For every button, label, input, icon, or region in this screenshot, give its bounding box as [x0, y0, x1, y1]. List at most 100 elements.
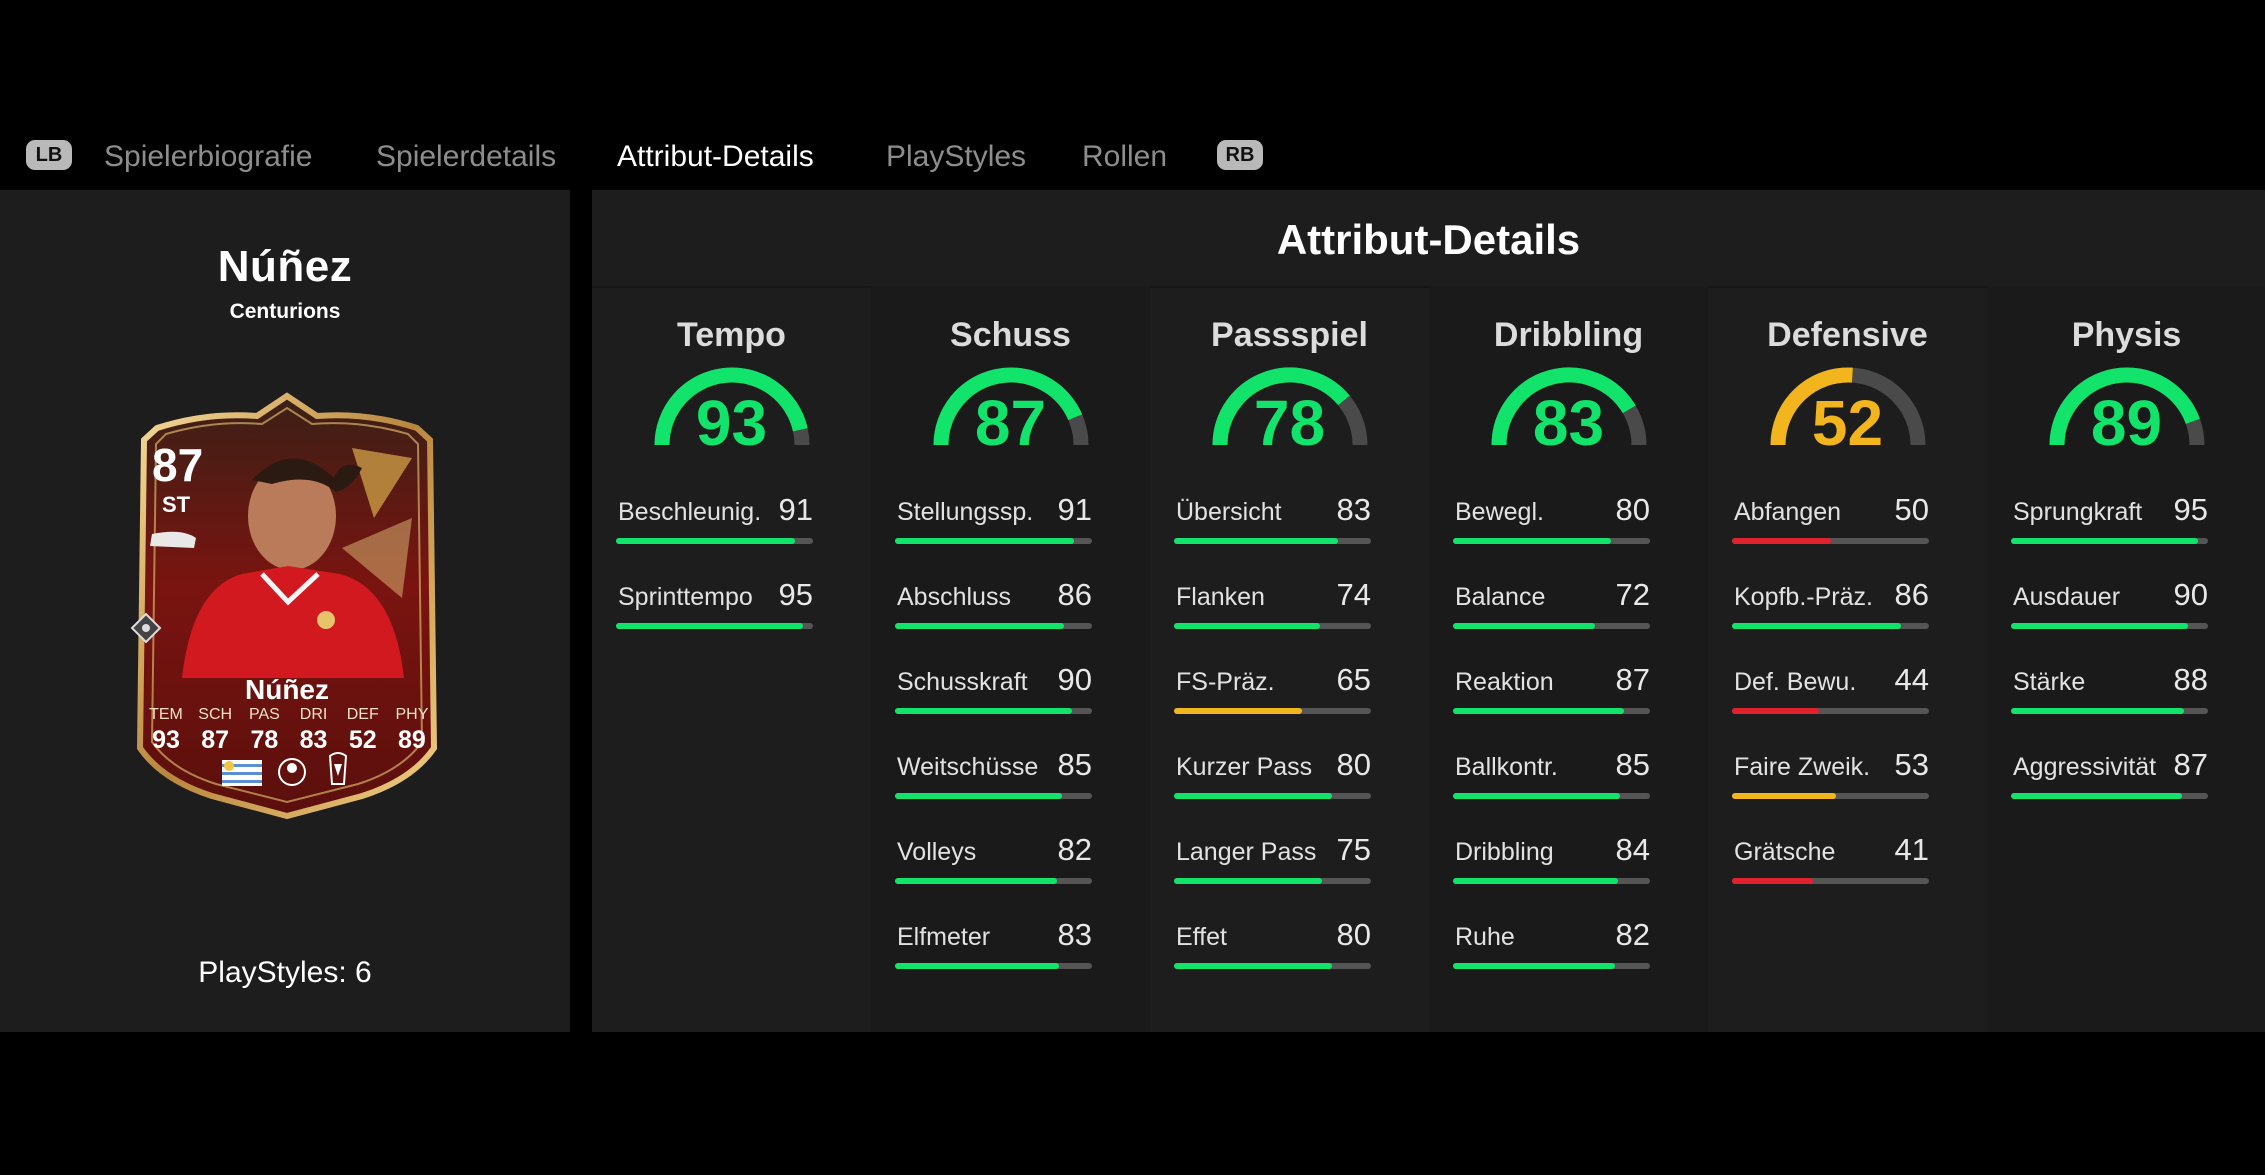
tab-attribut-details[interactable]: Attribut-Details	[617, 140, 814, 173]
attribute-row[interactable]: Übersicht 83	[1174, 492, 1371, 556]
attribute-row[interactable]: Dribbling 84	[1453, 832, 1650, 896]
attribute-bar-track	[1453, 963, 1650, 969]
attribute-row[interactable]: Ballkontr. 85	[1453, 747, 1650, 811]
attribute-column-3: Dribbling 83 Bewegl. 80 Balance 72 Reaktion 87 B…	[1429, 286, 1708, 1032]
category-gauge	[1212, 367, 1368, 446]
gauge-fill	[1491, 367, 1636, 446]
attribute-value: 80	[1615, 492, 1650, 527]
attribute-name: Volleys	[897, 838, 977, 866]
attribute-name: Übersicht	[1176, 498, 1282, 526]
attribute-bar-track	[1174, 708, 1371, 714]
uruguay-flag-icon	[222, 760, 262, 786]
attribute-row[interactable]: FS-Präz. 65	[1174, 662, 1371, 726]
attribute-row[interactable]: Ausdauer 90	[2011, 577, 2208, 641]
attribute-row[interactable]: Schusskraft 90	[895, 662, 1092, 726]
attribute-bar-fill	[2011, 538, 2199, 544]
attribute-bar-track	[1732, 538, 1929, 544]
tab-playstyles[interactable]: PlayStyles	[886, 140, 1027, 173]
attribute-name: FS-Präz.	[1176, 668, 1275, 696]
attribute-name: Def. Bewu.	[1734, 668, 1857, 696]
attribute-value: 87	[1615, 662, 1650, 697]
attribute-row[interactable]: Reaktion 87	[1453, 662, 1650, 726]
attribute-bar-track	[1174, 878, 1371, 884]
attribute-name: Schusskraft	[897, 668, 1028, 696]
card-stat: TEM 93	[149, 706, 183, 754]
card-stats: TEM 93 SCH 87 PAS 78 DRI 83 DEF 52 PHY 89	[144, 706, 434, 755]
attribute-value: 41	[1894, 832, 1929, 867]
attribute-row[interactable]: Sprinttempo 95	[616, 577, 813, 641]
attribute-row[interactable]: Sprungkraft 95	[2011, 492, 2208, 556]
attribute-bar-fill	[1453, 623, 1595, 629]
attribute-row[interactable]: Faire Zweik. 53	[1732, 747, 1929, 811]
attribute-row[interactable]: Abschluss 86	[895, 577, 1092, 641]
tab-rollen[interactable]: Rollen	[1082, 140, 1168, 173]
attribute-bar-fill	[895, 963, 1059, 969]
attribute-value: 87	[2173, 747, 2208, 782]
attribute-value: 95	[778, 577, 813, 612]
attribute-row[interactable]: Beschleunig. 91	[616, 492, 813, 556]
attribute-row[interactable]: Elfmeter 83	[895, 917, 1092, 981]
attribute-bar-track	[895, 878, 1092, 884]
card-name: Núñez	[245, 674, 329, 705]
attribute-bar-track	[1453, 708, 1650, 714]
card-stat: SCH 87	[198, 706, 233, 754]
attribute-value: 72	[1615, 577, 1650, 612]
attribute-row[interactable]: Stärke 88	[2011, 662, 2208, 726]
attribute-bar-track	[616, 623, 813, 629]
player-name: Núñez	[217, 242, 353, 291]
attribute-name: Abschluss	[897, 583, 1011, 611]
attribute-row[interactable]: Balance 72	[1453, 577, 1650, 641]
attribute-bar-fill	[2011, 623, 2189, 629]
attribute-bar-track	[2011, 793, 2208, 799]
attribute-row[interactable]: Aggressivität 87	[2011, 747, 2208, 811]
category-title: Tempo	[677, 316, 786, 354]
attribute-row[interactable]: Effet 80	[1174, 917, 1371, 981]
attribute-value: 83	[1336, 492, 1371, 527]
attribute-row[interactable]: Langer Pass 75	[1174, 832, 1371, 896]
attribute-row[interactable]: Def. Bewu. 44	[1732, 662, 1929, 726]
attribute-row[interactable]: Flanken 74	[1174, 577, 1371, 641]
attribute-bar-track	[1174, 963, 1371, 969]
attribute-bar-track	[2011, 538, 2208, 544]
attribute-row[interactable]: Kopfb.-Präz. 86	[1732, 577, 1929, 641]
attribute-value: 91	[1057, 492, 1092, 527]
card-position: ST	[162, 492, 191, 517]
attribute-row[interactable]: Weitschüsse 85	[895, 747, 1092, 811]
left-bumper-lb-icon[interactable]: LB	[26, 140, 72, 170]
attribute-row[interactable]: Ruhe 82	[1453, 917, 1650, 981]
attribute-value: 85	[1615, 747, 1650, 782]
attribute-row[interactable]: Kurzer Pass 80	[1174, 747, 1371, 811]
tab-spielerdetails[interactable]: Spielerdetails	[376, 140, 557, 173]
attribute-bar-track	[616, 538, 813, 544]
category-value: 52	[1811, 387, 1884, 459]
tab-spielerbiografie[interactable]: Spielerbiografie	[104, 140, 313, 173]
attribute-bar-fill	[1453, 963, 1615, 969]
attribute-row[interactable]: Grätsche 41	[1732, 832, 1929, 896]
gauge-fill	[2049, 367, 2200, 446]
attribute-row[interactable]: Volleys 82	[895, 832, 1092, 896]
attribute-name: Flanken	[1176, 583, 1265, 611]
attribute-bar-fill	[2011, 793, 2183, 799]
gauge-fill	[933, 367, 1083, 446]
attribute-bar-fill	[1732, 793, 1837, 799]
player-card[interactable]: 87 ST Núñez TEM 93 SCH 87 PAS 78 DRI 83 DEF 5…	[112, 388, 462, 820]
attribute-row[interactable]: Bewegl. 80	[1453, 492, 1650, 556]
card-stat: DEF 52	[346, 706, 379, 754]
liverpool-crest-icon	[328, 752, 348, 785]
attribute-row[interactable]: Abfangen 50	[1732, 492, 1929, 556]
attribute-bar-fill	[1174, 793, 1332, 799]
attribute-value: 74	[1336, 577, 1371, 612]
attribute-name: Elfmeter	[897, 923, 991, 951]
category-title: Passspiel	[1211, 316, 1368, 354]
boot-icon	[150, 531, 196, 548]
attribute-value: 75	[1336, 832, 1371, 867]
gauge-fill	[1212, 367, 1350, 446]
attribute-row[interactable]: Stellungssp. 91	[895, 492, 1092, 556]
attribute-bar-track	[2011, 708, 2208, 714]
attribute-value: 80	[1336, 747, 1371, 782]
attribute-value: 82	[1615, 917, 1650, 952]
attribute-bar-track	[1732, 623, 1929, 629]
right-bumper-rb-icon[interactable]: RB	[1217, 140, 1263, 170]
attribute-bar-track	[895, 708, 1092, 714]
attribute-name: Langer Pass	[1176, 838, 1317, 866]
